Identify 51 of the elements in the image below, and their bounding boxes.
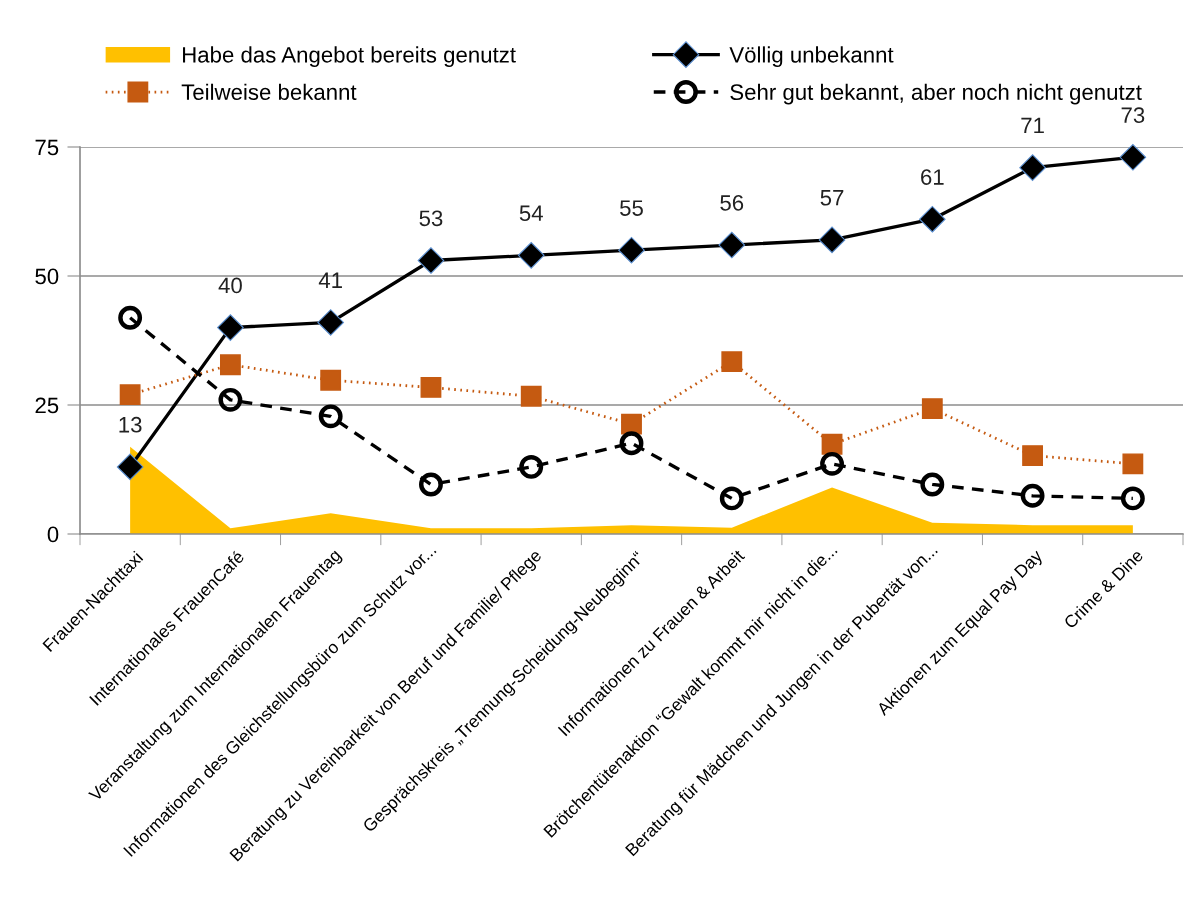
point xyxy=(219,354,241,376)
point xyxy=(820,451,844,476)
data-label: 61 xyxy=(921,169,944,185)
point xyxy=(118,305,143,330)
point xyxy=(318,404,343,429)
data-label: 71 xyxy=(1021,117,1044,134)
point xyxy=(921,398,943,420)
data-label: 56 xyxy=(720,194,744,211)
point xyxy=(621,413,642,435)
data-label: 73 xyxy=(1121,107,1145,124)
point xyxy=(920,472,945,497)
point xyxy=(1022,445,1044,466)
point xyxy=(419,472,443,497)
data-label: 54 xyxy=(519,205,543,222)
y-tick-label: 25 xyxy=(35,397,59,414)
point xyxy=(619,431,644,456)
point xyxy=(719,486,744,511)
point xyxy=(1122,453,1144,475)
point xyxy=(218,387,243,412)
data-label: 55 xyxy=(620,200,643,216)
point xyxy=(420,377,442,398)
data-label: 40 xyxy=(218,277,242,294)
y-tick-label: 0 xyxy=(47,526,59,543)
point xyxy=(520,385,542,407)
legend-label: Teilweise bekannt xyxy=(181,83,357,101)
point xyxy=(718,231,746,259)
point xyxy=(519,454,544,479)
point xyxy=(417,247,445,274)
point xyxy=(1119,143,1147,171)
legend-label: Habe das Angebot bereits genutzt xyxy=(183,46,516,68)
legend-label: Sehr gut bekannt, aber noch nicht genutzt xyxy=(730,83,1142,105)
point xyxy=(618,236,645,264)
data-label: 13 xyxy=(119,416,142,433)
legend-label: Völlig unbekannt xyxy=(729,46,894,68)
point xyxy=(721,351,743,373)
point xyxy=(116,453,144,481)
y-tick-label: 50 xyxy=(35,268,59,285)
data-label: 57 xyxy=(820,190,844,206)
point xyxy=(1019,154,1046,181)
point xyxy=(1120,486,1145,511)
point xyxy=(517,242,545,269)
point xyxy=(818,226,846,254)
point xyxy=(317,309,345,336)
point xyxy=(119,384,141,406)
data-label: 41 xyxy=(318,272,342,288)
point xyxy=(918,205,946,233)
point xyxy=(1020,483,1045,508)
y-tick-label: 75 xyxy=(35,139,59,156)
point xyxy=(217,314,244,341)
data-label: 53 xyxy=(419,210,443,227)
point xyxy=(320,369,342,391)
